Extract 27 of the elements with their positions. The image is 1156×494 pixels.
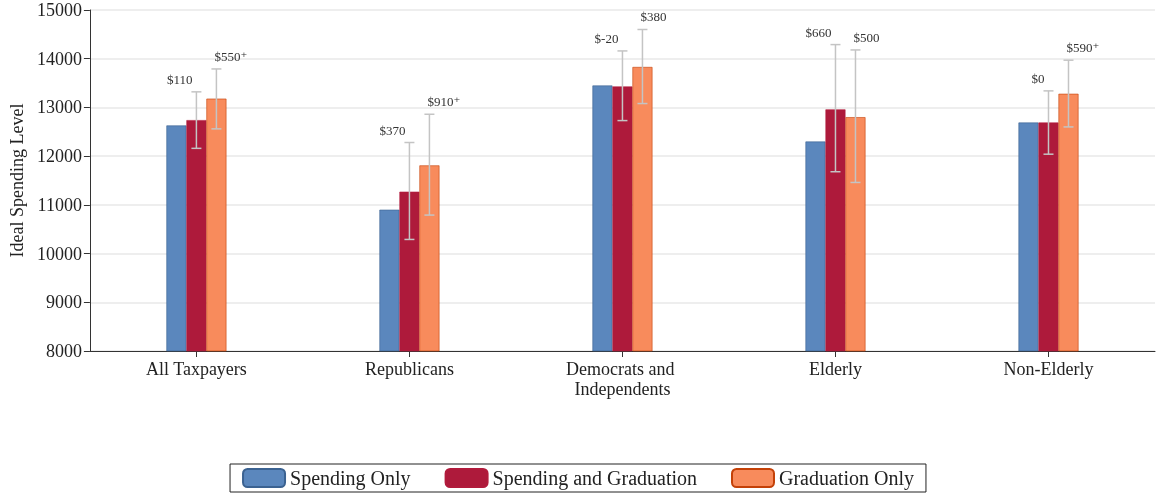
annotation: $590⁺: [1066, 40, 1100, 56]
y-tick-label: 11000: [37, 194, 82, 215]
x-tick-label: Democrats and Independents: [565, 359, 679, 399]
y-tick-label: 13000: [36, 97, 82, 118]
legend-label: Spending and Graduation: [492, 467, 697, 490]
legend-label: Spending Only: [290, 467, 411, 490]
annotation: $660: [805, 24, 832, 40]
annotation: $-20: [594, 30, 619, 46]
y-axis-title: Ideal Spending Level: [7, 103, 27, 258]
y-tick-label: 9000: [45, 292, 82, 313]
annotation: $910⁺: [427, 94, 461, 110]
annotation: $370: [379, 122, 406, 138]
annotation: $500: [853, 29, 880, 45]
annotation: $0: [1031, 70, 1045, 86]
x-tick-label: Elderly: [808, 359, 862, 379]
annotation: $380: [640, 9, 667, 25]
legend-label: Graduation Only: [779, 467, 914, 490]
y-tick-label: 8000: [45, 341, 82, 361]
x-tick-label: Non-Elderly: [1003, 359, 1094, 379]
y-tick-label: 15000: [36, 0, 82, 20]
y-tick-label: 10000: [36, 243, 82, 264]
x-tick-label: All Taxpayers: [145, 359, 247, 379]
y-tick-label: 14000: [36, 48, 82, 69]
y-tick-label: 12000: [36, 146, 82, 167]
annotation: $110: [166, 71, 193, 87]
x-tick-label: Republicans: [364, 359, 454, 379]
annotation: $550⁺: [214, 48, 248, 64]
